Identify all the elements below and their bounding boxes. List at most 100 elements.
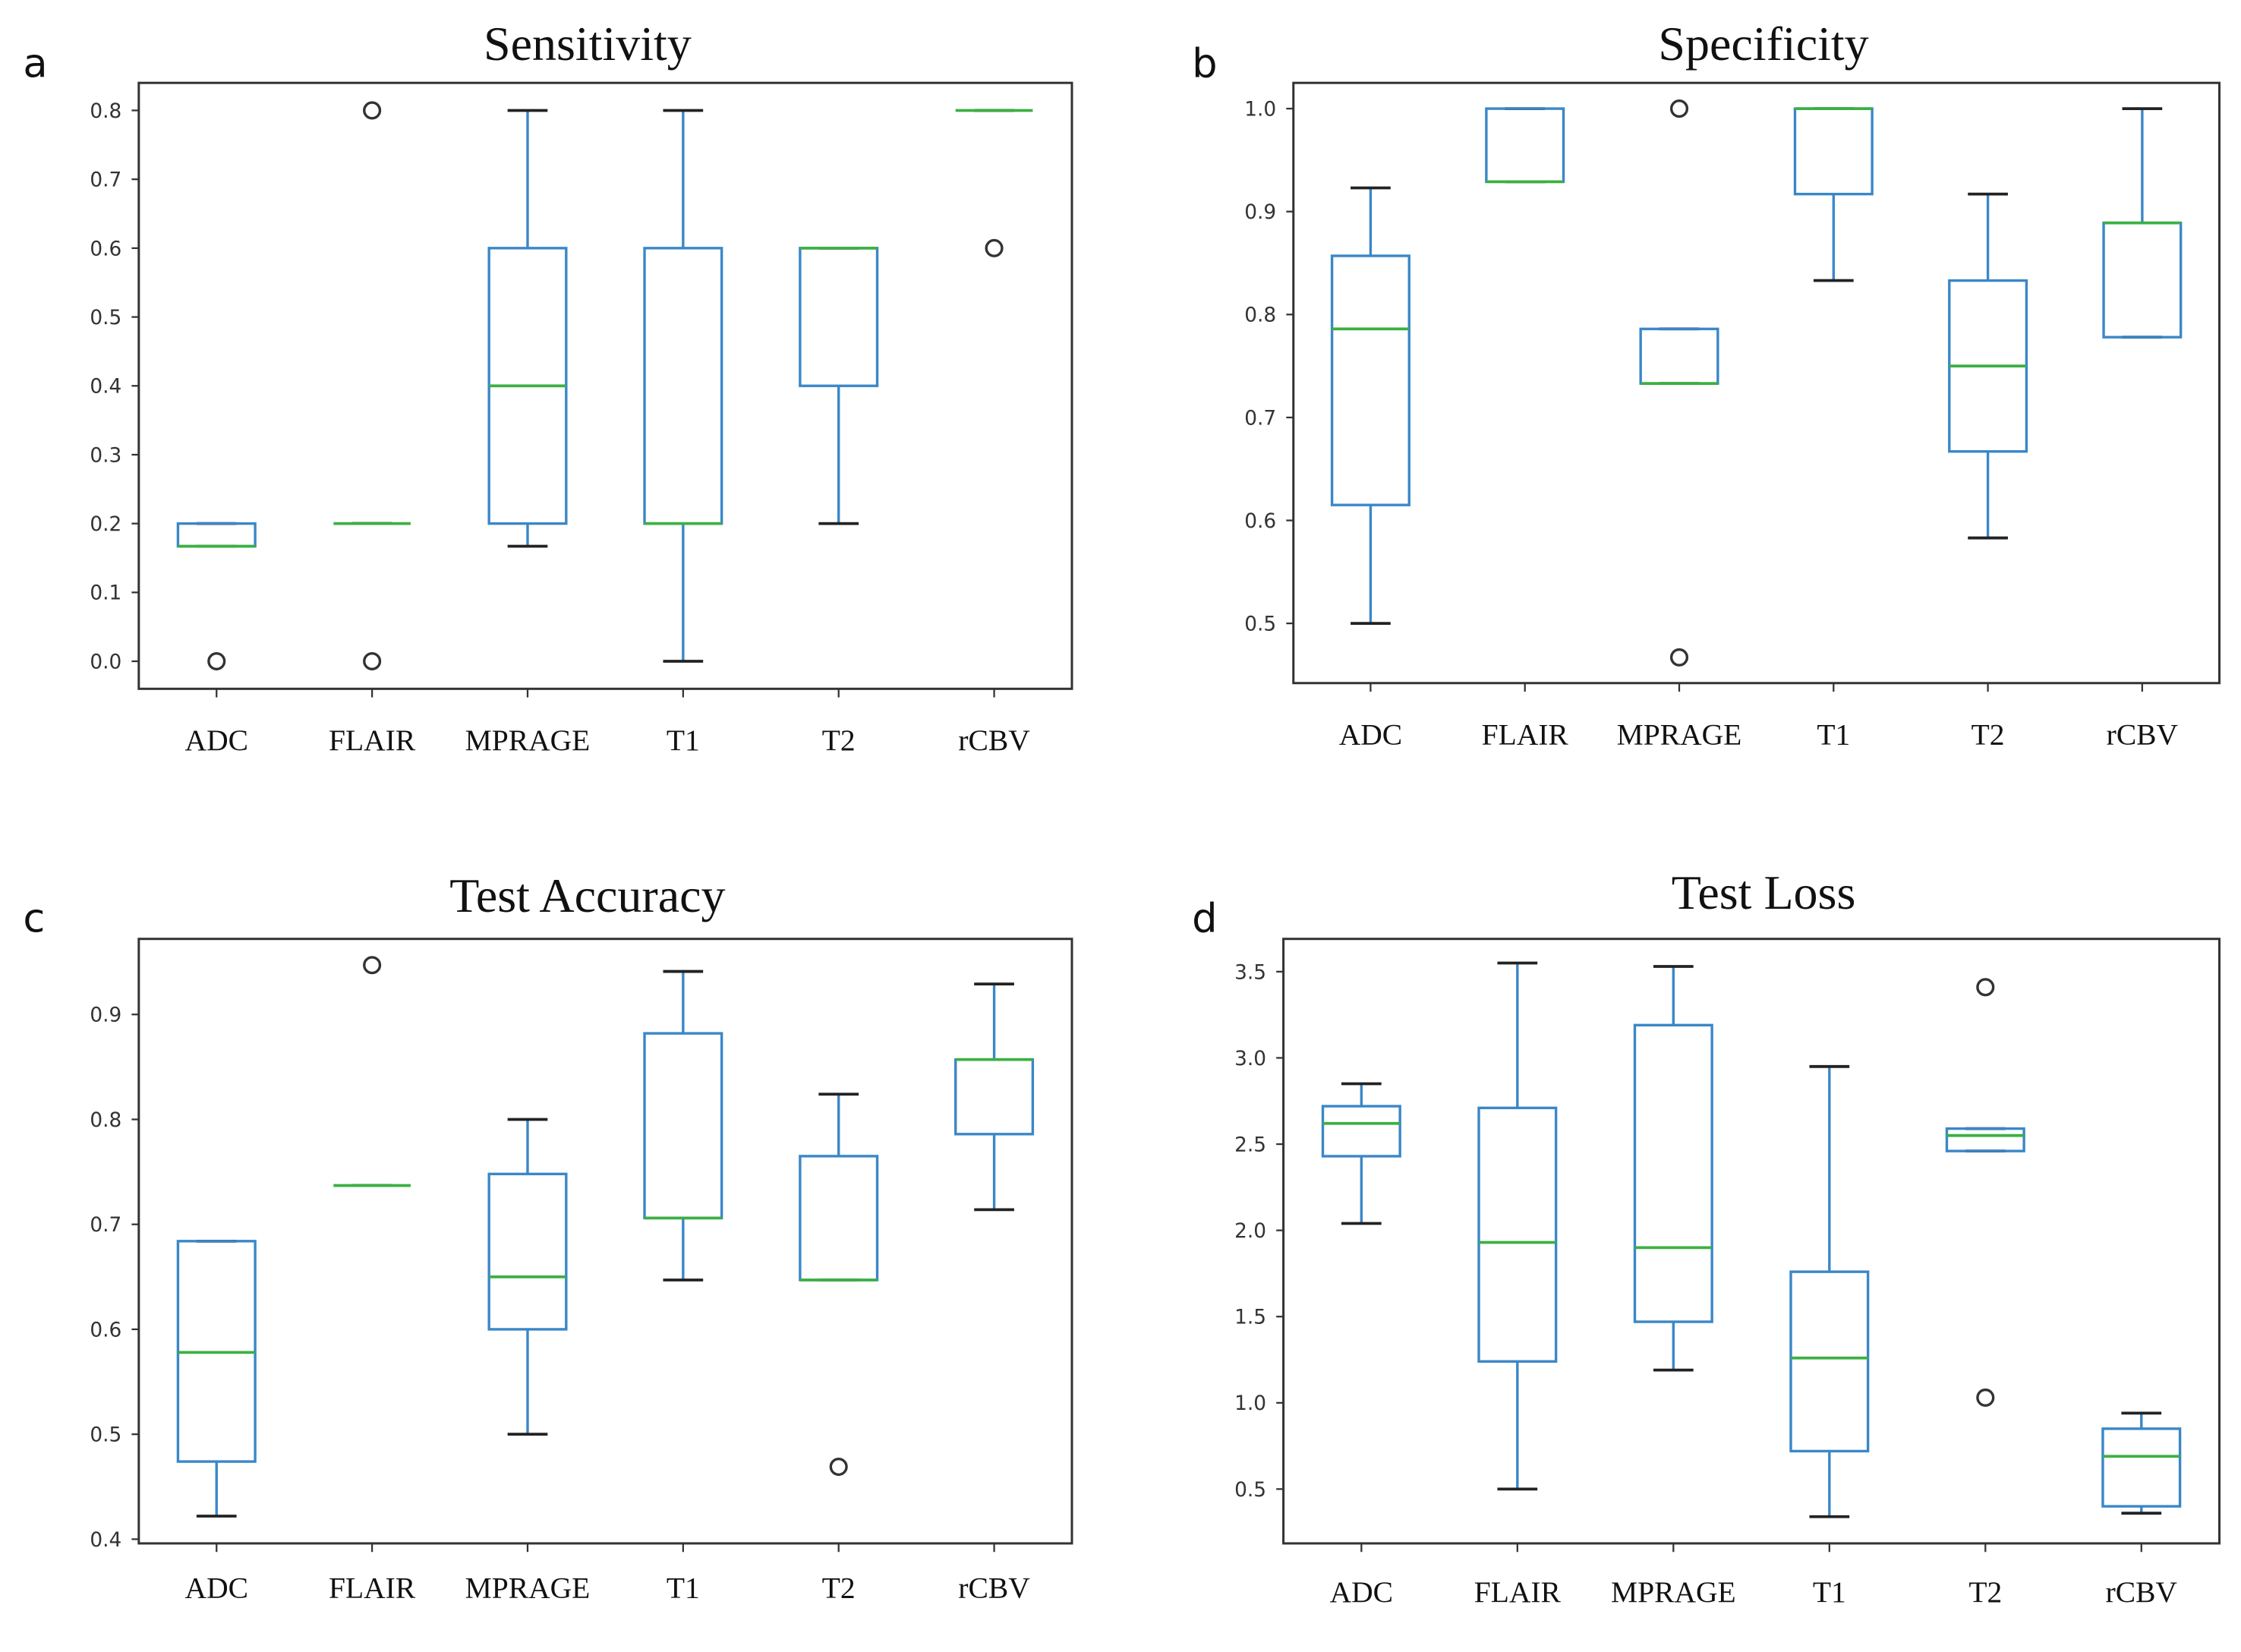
y-tick-label: 1.0 bbox=[1244, 98, 1276, 121]
x-tick-label: MPRAGE bbox=[465, 724, 591, 757]
outlier-point bbox=[207, 651, 226, 671]
box-T2 bbox=[799, 1092, 879, 1477]
box-ADC bbox=[176, 1239, 257, 1518]
box-FLAIR bbox=[333, 101, 411, 671]
y-tick-label: 0.5 bbox=[1244, 613, 1276, 636]
y-tick-label: 0.2 bbox=[90, 513, 121, 536]
outlier-point bbox=[363, 956, 382, 975]
box-T2 bbox=[799, 246, 879, 525]
panel-letter: a bbox=[23, 41, 47, 87]
box-MPRAGE bbox=[1639, 99, 1719, 667]
box-FLAIR bbox=[333, 956, 411, 1187]
plot-frame bbox=[1292, 81, 2221, 685]
iqr-box bbox=[1321, 1105, 1401, 1158]
y-tick-label: 0.7 bbox=[90, 169, 121, 192]
iqr-box bbox=[176, 522, 257, 548]
panel-letter: b bbox=[1192, 41, 1217, 87]
panel-letter: c bbox=[23, 895, 45, 941]
outlier-point bbox=[1669, 648, 1689, 667]
iqr-box bbox=[1789, 1270, 1870, 1453]
y-tick-label: 2.0 bbox=[1234, 1220, 1266, 1243]
x-tick-label: ADC bbox=[185, 1571, 248, 1604]
outlier-point bbox=[1976, 978, 1995, 997]
x-tick-label: rCBV bbox=[958, 1571, 1030, 1604]
chart-title: Sensitivity bbox=[484, 17, 692, 71]
y-tick-label: 0.0 bbox=[90, 651, 121, 673]
x-tick-label: ADC bbox=[185, 724, 248, 757]
iqr-box bbox=[1639, 327, 1719, 385]
iqr-box bbox=[799, 247, 879, 387]
box-rCBV bbox=[954, 982, 1035, 1212]
chart-title: Test Accuracy bbox=[449, 869, 725, 922]
outlier-point bbox=[363, 101, 382, 120]
y-tick-label: 0.7 bbox=[90, 1214, 121, 1237]
x-tick-label: T2 bbox=[822, 1571, 856, 1604]
iqr-box bbox=[643, 247, 723, 525]
y-tick-label: 0.3 bbox=[90, 444, 121, 467]
y-tick-label: 0.1 bbox=[90, 582, 121, 605]
box-rCBV bbox=[2101, 1411, 2182, 1515]
iqr-box bbox=[643, 1032, 723, 1220]
box-ADC bbox=[1321, 1082, 1401, 1225]
box-ADC bbox=[176, 522, 257, 671]
outlier-point bbox=[985, 238, 1004, 257]
y-tick-label: 1.5 bbox=[1234, 1307, 1266, 1329]
y-tick-label: 0.7 bbox=[1244, 407, 1276, 430]
box-T1 bbox=[1789, 1064, 1870, 1518]
x-tick-label: T1 bbox=[1813, 1575, 1846, 1609]
x-tick-label: MPRAGE bbox=[1617, 718, 1742, 752]
iqr-box bbox=[1477, 1106, 1558, 1363]
panel-letter: d bbox=[1192, 895, 1217, 941]
y-tick-label: 0.9 bbox=[90, 1004, 121, 1027]
box-FLAIR bbox=[1485, 107, 1565, 184]
x-tick-label: ADC bbox=[1330, 1575, 1393, 1609]
box-T1 bbox=[1793, 107, 1874, 282]
iqr-box bbox=[954, 1058, 1035, 1136]
x-tick-label: MPRAGE bbox=[1611, 1575, 1736, 1609]
box-rCBV bbox=[2102, 107, 2183, 339]
box-rCBV bbox=[955, 109, 1033, 257]
box-T2 bbox=[1948, 192, 2028, 540]
chart-title: Specificity bbox=[1658, 17, 1868, 71]
x-tick-label: T1 bbox=[667, 1571, 700, 1604]
iqr-box bbox=[1945, 1127, 2025, 1152]
x-tick-label: rCBV bbox=[958, 724, 1030, 757]
iqr-box bbox=[1793, 107, 1874, 196]
outlier-point bbox=[1976, 1388, 1995, 1408]
y-tick-label: 0.4 bbox=[90, 1529, 121, 1552]
outlier-point bbox=[829, 1457, 848, 1477]
y-tick-label: 0.8 bbox=[90, 100, 121, 123]
y-tick-label: 0.8 bbox=[1244, 304, 1276, 327]
iqr-box bbox=[799, 1155, 879, 1282]
box-MPRAGE bbox=[1633, 965, 1713, 1372]
iqr-box bbox=[487, 1172, 568, 1331]
plot-frame bbox=[137, 81, 1073, 690]
box-T1 bbox=[643, 109, 723, 663]
box-MPRAGE bbox=[487, 1118, 568, 1436]
box-T2 bbox=[1945, 978, 2025, 1408]
plot-frame bbox=[137, 938, 1073, 1545]
x-tick-label: FLAIR bbox=[329, 1571, 416, 1604]
x-tick-label: rCBV bbox=[2106, 1575, 2178, 1609]
y-tick-label: 0.6 bbox=[1244, 510, 1276, 533]
box-FLAIR bbox=[1477, 961, 1558, 1491]
x-tick-label: T1 bbox=[1817, 718, 1850, 752]
box-ADC bbox=[1330, 186, 1410, 625]
outlier-point bbox=[363, 651, 382, 671]
chart-panel-a: a Sensitivity 0.0 0.1 0.2 0.3 0.4 0.5 0.6 0.7 0.8 A… bbox=[23, 17, 1073, 757]
y-tick-label: 0.8 bbox=[90, 1109, 121, 1132]
x-tick-label: FLAIR bbox=[1474, 1575, 1562, 1609]
y-tick-label: 0.5 bbox=[90, 307, 121, 329]
x-tick-label: FLAIR bbox=[1482, 718, 1569, 752]
iqr-box bbox=[2101, 1427, 2182, 1508]
outlier-point bbox=[1669, 99, 1689, 118]
x-tick-label: T2 bbox=[822, 724, 856, 757]
y-tick-label: 1.0 bbox=[1234, 1392, 1266, 1415]
chart-panel-d: d Test Loss 0.5 1.0 1.5 2.0 2.5 3.0 3.5 ADC FLAIR M… bbox=[1192, 865, 2221, 1609]
box-MPRAGE bbox=[487, 109, 568, 548]
y-tick-label: 0.6 bbox=[90, 238, 121, 260]
iqr-box bbox=[1485, 107, 1565, 184]
plot-frame bbox=[1282, 938, 2221, 1545]
box-T1 bbox=[643, 969, 723, 1282]
